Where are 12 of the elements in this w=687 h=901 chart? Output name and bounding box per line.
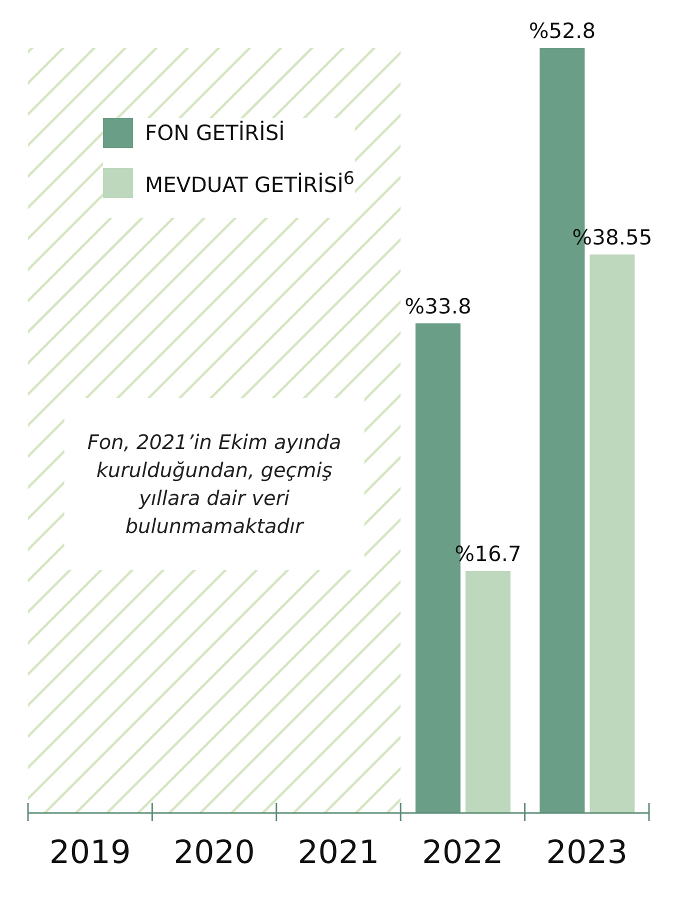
legend-label: MEVDUAT GETİRİSİ$^{6}$ — [145, 169, 355, 197]
bar — [590, 254, 635, 813]
band-label: Fon, 2021’in Ekim ayında kurulduğundan, geçmiş yıllara dair veri bulunmamaktadır — [87, 430, 342, 538]
x-tick-label: 2023 — [546, 833, 628, 871]
x-tick-label: 2022 — [422, 833, 504, 871]
data-label: %52.8 — [528, 19, 596, 43]
x-tick-label: 2021 — [298, 833, 380, 871]
x-tick-label: 2020 — [174, 833, 256, 871]
bar — [466, 571, 511, 813]
data-label: %33.8 — [404, 294, 472, 318]
x-tick-label: 2019 — [49, 833, 131, 871]
legend-label: FON GETİRİSİ — [145, 121, 285, 145]
